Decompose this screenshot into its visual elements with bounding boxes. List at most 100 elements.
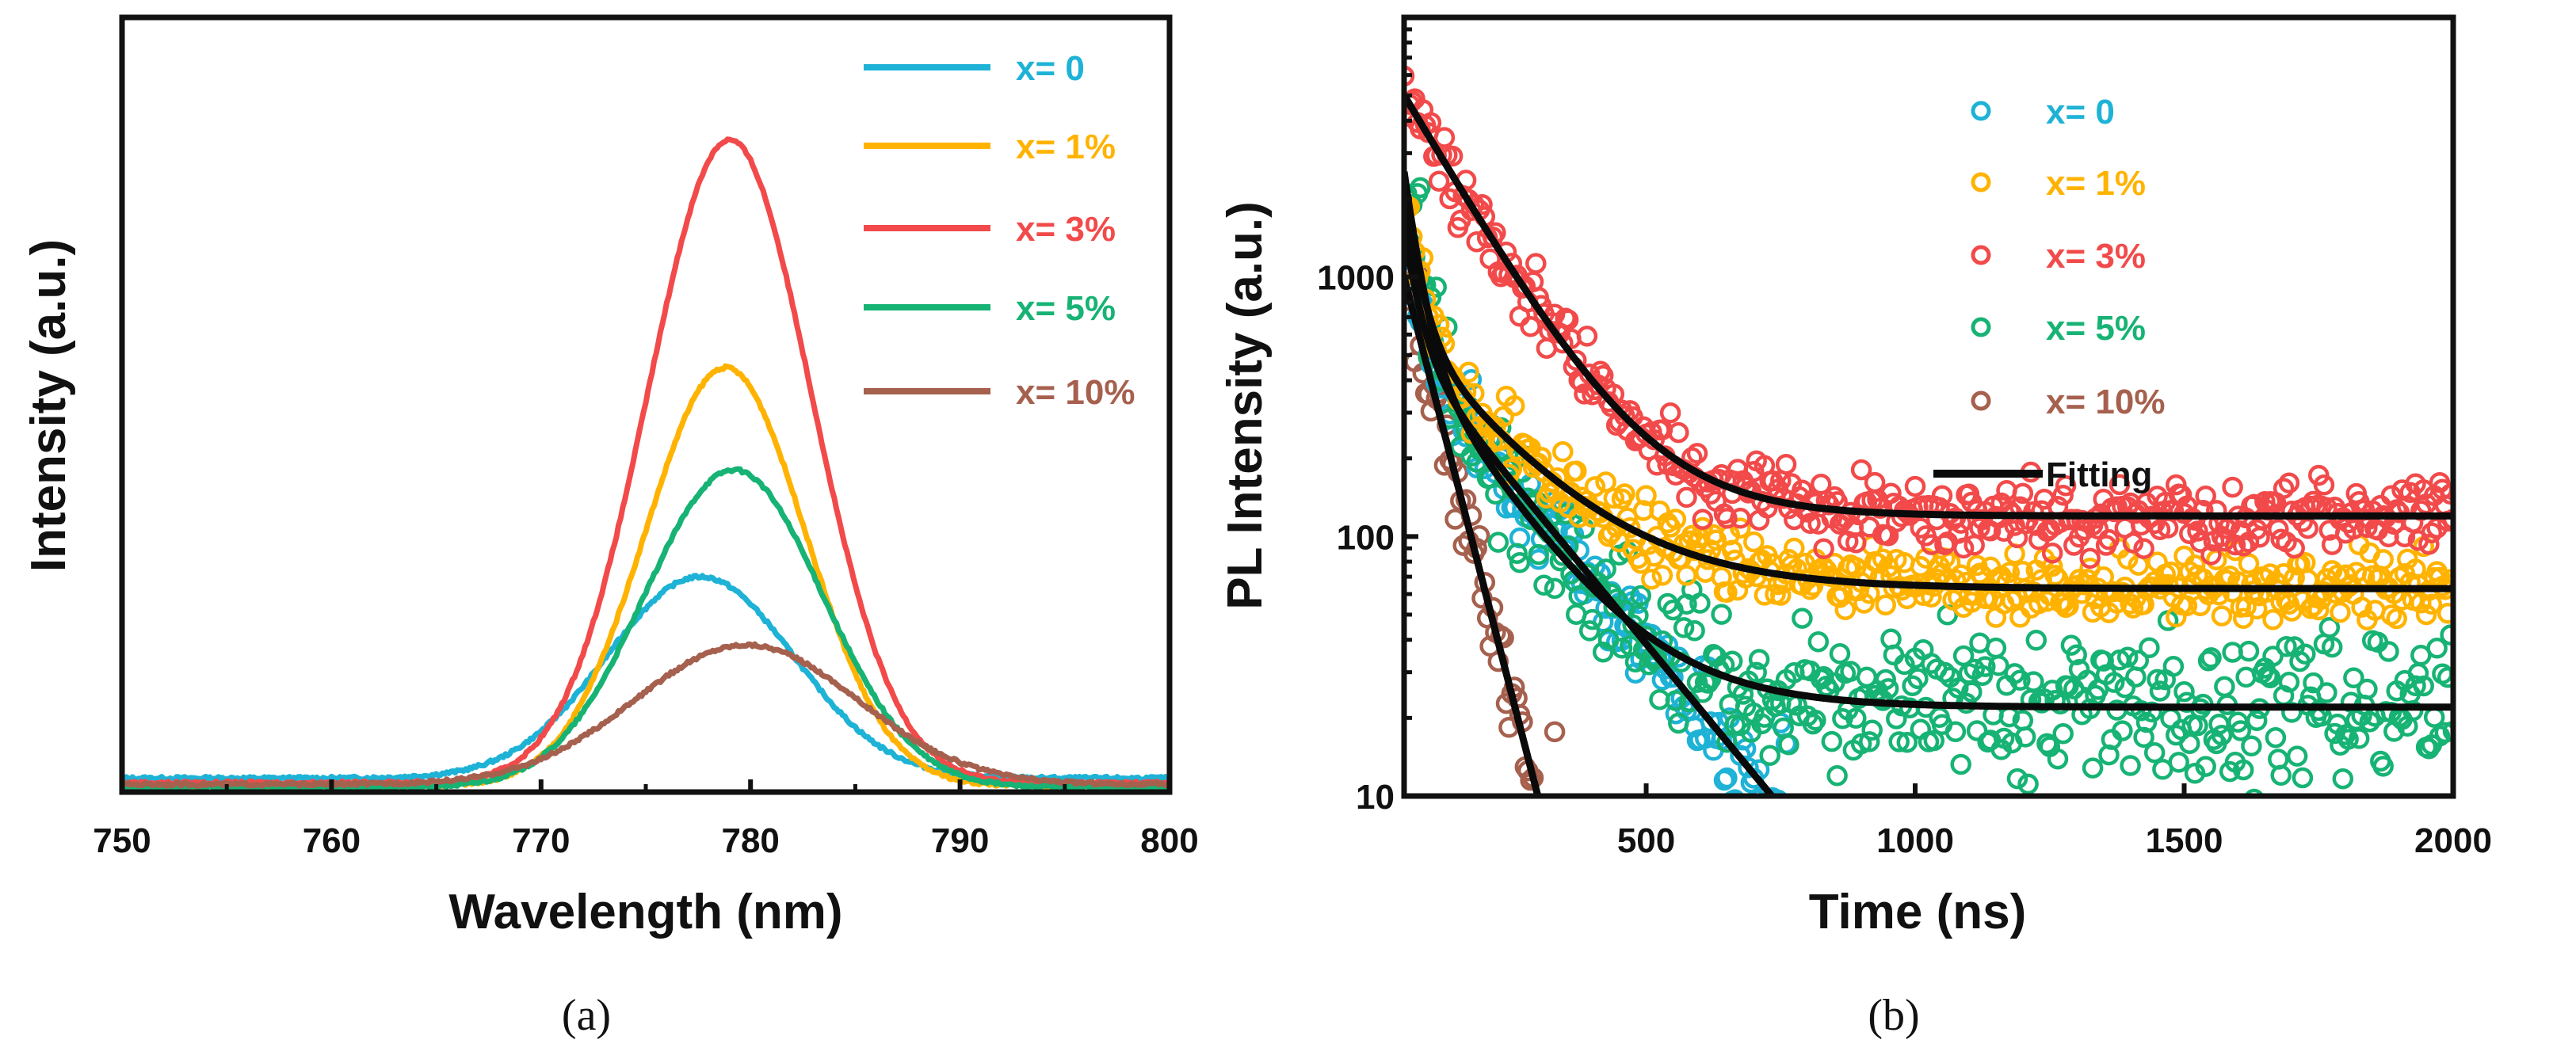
- data-point-1: [1770, 585, 1792, 606]
- data-point-3: [1557, 535, 1579, 558]
- data-point-3: [1544, 577, 1566, 600]
- data-point-1: [2044, 565, 2066, 586]
- data-point-3: [2052, 722, 2074, 745]
- data-point-3: [1923, 729, 1945, 752]
- data-point-3: [2139, 637, 2160, 659]
- legend-label-1: x= 1%: [2046, 164, 2146, 203]
- data-point-3: [1487, 531, 1509, 553]
- data-point-1: [1458, 361, 1479, 383]
- spectrum-line-3: [120, 466, 1170, 792]
- data-point-2: [2421, 522, 2443, 543]
- data-point-2: [2297, 517, 2318, 539]
- data-point-3: [2162, 656, 2185, 677]
- data-point-3: [2200, 647, 2222, 669]
- x-tick-label: 790: [931, 821, 989, 860]
- legend-fit-label: Fitting: [2046, 455, 2152, 494]
- data-point-1: [2437, 603, 2453, 624]
- data-point-3: [2036, 733, 2058, 755]
- data-point-3: [1861, 719, 1883, 741]
- data-point-2: [1676, 486, 1697, 509]
- data-point-3: [1592, 641, 1614, 663]
- data-point-3: [1934, 661, 1956, 684]
- data-point-3: [2047, 748, 2069, 770]
- data-point-3: [1807, 630, 1830, 653]
- x-tick-label: 500: [1617, 821, 1675, 860]
- data-point-3: [1961, 681, 1983, 703]
- spectrum-line-0: [121, 573, 1169, 783]
- data-point-2: [1428, 170, 1450, 192]
- spectrum-line-2: [120, 136, 1169, 787]
- data-point-3: [1792, 608, 1813, 629]
- data-point-3: [2179, 733, 2200, 754]
- data-point-3: [1971, 665, 1994, 687]
- data-point-1: [1603, 487, 1625, 509]
- legend-label-1: x= 1%: [1016, 128, 1116, 166]
- data-point-3: [2082, 757, 2104, 779]
- data-point-1: [2166, 606, 2187, 628]
- data-point-2: [2041, 543, 2063, 564]
- data-point-3: [1716, 731, 1738, 753]
- data-point-1: [1875, 594, 1896, 615]
- data-point-3: [1990, 739, 2012, 760]
- data-point-2: [2284, 537, 2305, 559]
- data-point-3: [2211, 725, 2233, 746]
- data-point-3: [1630, 585, 1651, 607]
- data-point-1: [2321, 560, 2343, 581]
- data-point-2: [1850, 459, 1872, 481]
- x-tick-label: 1000: [1876, 821, 1954, 860]
- y-tick-label: 10: [1356, 778, 1395, 817]
- x-tick-label: 2000: [2414, 821, 2492, 860]
- fit-line-1: [1404, 192, 2453, 592]
- data-point-3: [2434, 722, 2453, 744]
- legend-label-0: x= 0: [1016, 49, 1085, 88]
- data-point-3: [2006, 768, 2028, 790]
- panel-label-a: (a): [562, 991, 611, 1040]
- data-point-3: [2405, 675, 2426, 697]
- data-point-3: [2014, 726, 2036, 748]
- data-point-2: [1963, 535, 1985, 556]
- data-point-3: [1975, 656, 1996, 677]
- data-point-1: [2262, 609, 2284, 630]
- plot-frame-b: [1401, 14, 2456, 799]
- data-point-3: [1578, 620, 1601, 642]
- x-tick-label: 770: [512, 821, 570, 860]
- data-point-1: [1552, 441, 1574, 463]
- data-point-3: [2316, 682, 2337, 703]
- data-point-2: [2321, 534, 2343, 555]
- data-point-3: [1721, 650, 1743, 672]
- data-point-2: [2200, 544, 2222, 566]
- data-point-2: [2109, 474, 2131, 496]
- data-point-1: [2351, 596, 2372, 618]
- data-point-3: [2265, 726, 2287, 749]
- data-point-3: [1509, 552, 1531, 573]
- data-point-0: [1725, 789, 1746, 796]
- data-point-3: [2378, 641, 2399, 662]
- data-point-1: [1566, 460, 1587, 482]
- data-point-2: [1592, 364, 1614, 387]
- data-point-2: [2313, 474, 2335, 496]
- data-point-3: [1759, 745, 1780, 767]
- data-point-3: [2133, 726, 2154, 749]
- legend-label-4: x= 10%: [1016, 373, 1135, 412]
- legend-marker-0: [1971, 101, 1991, 121]
- data-point-2: [1404, 65, 1415, 87]
- data-point-3: [1886, 708, 1907, 729]
- x-tick-label: 780: [721, 821, 779, 860]
- legend-marker-4: [1971, 390, 1991, 411]
- x-tick-label: 760: [303, 821, 361, 860]
- data-point-3: [1826, 765, 1848, 787]
- data-point-1: [2308, 599, 2330, 621]
- data-point-3: [1778, 733, 1799, 756]
- data-point-3: [2173, 681, 2195, 703]
- data-point-3: [2017, 773, 2039, 795]
- data-point-3: [1985, 637, 2007, 659]
- data-point-3: [1665, 690, 1687, 711]
- data-point-3: [1668, 712, 1689, 734]
- data-point-3: [2230, 720, 2252, 741]
- legend-marker-3: [1971, 317, 1991, 337]
- data-point-3: [2128, 649, 2150, 672]
- data-point-2: [1934, 534, 1956, 556]
- data-point-3: [2343, 667, 2364, 688]
- data-point-1: [1998, 562, 2021, 584]
